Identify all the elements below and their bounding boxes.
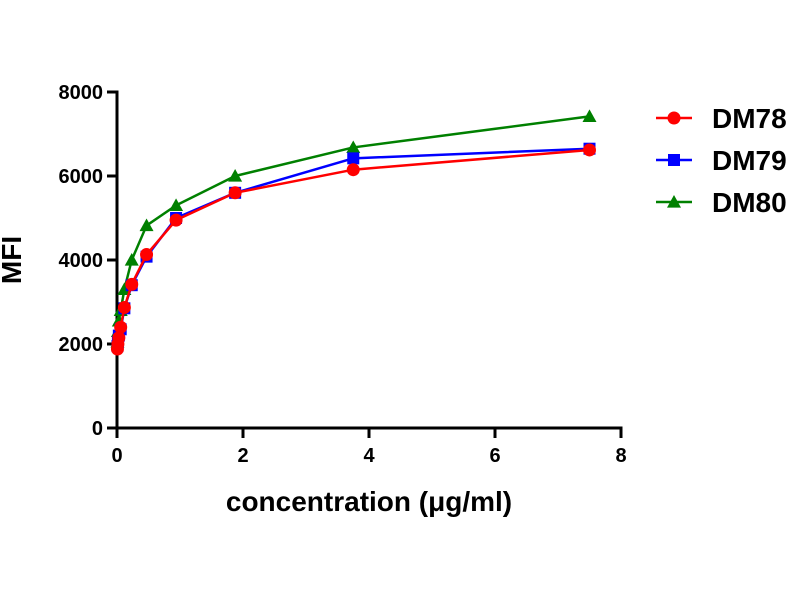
data-point-dm80 — [117, 282, 132, 295]
data-point-dm80 — [228, 169, 243, 182]
series-dm80 — [110, 109, 597, 348]
series-dm78 — [110, 143, 596, 356]
legend-marker-dm78 — [667, 111, 681, 125]
series-line-dm79 — [116, 147, 590, 347]
axes — [115, 90, 623, 430]
x-tick-label: 6 — [489, 445, 500, 467]
data-point-dm78 — [228, 186, 242, 200]
data-point-dm78 — [140, 248, 154, 262]
x-tick-label: 8 — [615, 445, 626, 467]
data-point-dm80 — [139, 218, 154, 232]
legend-item-dm78: DM78 — [656, 103, 787, 134]
y-tick-label: 2000 — [59, 334, 104, 356]
y-tick-label: 4000 — [59, 250, 104, 272]
x-tick-label: 2 — [237, 445, 248, 467]
data-point-dm78 — [169, 213, 183, 227]
legend-label-dm78: DM78 — [712, 103, 787, 134]
data-point-dm78 — [346, 163, 360, 177]
data-point-dm80 — [124, 253, 139, 266]
x-axis-title: concentration (μg/ml) — [226, 486, 512, 517]
legend-label-dm80: DM80 — [712, 187, 787, 218]
y-tick-label: 0 — [92, 418, 103, 440]
data-point-dm78 — [114, 320, 128, 334]
legend-marker-dm80 — [667, 195, 681, 208]
data-point-dm80 — [582, 109, 597, 122]
data-point-dm80 — [169, 198, 184, 211]
y-tick-label: 6000 — [59, 166, 104, 188]
x-axis-ticks: 0 2 4 6 8 — [111, 428, 627, 467]
x-tick-label: 0 — [111, 445, 122, 467]
legend-item-dm79: DM79 — [656, 145, 787, 176]
y-axis-ticks: 0 2000 4000 6000 8000 — [59, 82, 117, 440]
series-group — [110, 109, 597, 356]
data-point-dm78 — [583, 143, 596, 157]
data-point-dm78 — [112, 331, 126, 345]
data-point-dm80 — [346, 140, 361, 154]
data-point-dm78 — [125, 277, 139, 291]
y-tick-label: 8000 — [59, 82, 104, 104]
data-point-dm79 — [347, 152, 360, 165]
y-axis-title: MFI — [0, 236, 27, 284]
series-line-dm78 — [116, 148, 590, 350]
legend: DM78 DM79 DM80 — [656, 103, 787, 218]
data-point-dm78 — [117, 300, 131, 314]
legend-marker-dm79 — [668, 154, 680, 166]
x-tick-label: 4 — [363, 445, 375, 467]
legend-label-dm79: DM79 — [712, 145, 787, 176]
legend-item-dm80: DM80 — [656, 187, 787, 218]
